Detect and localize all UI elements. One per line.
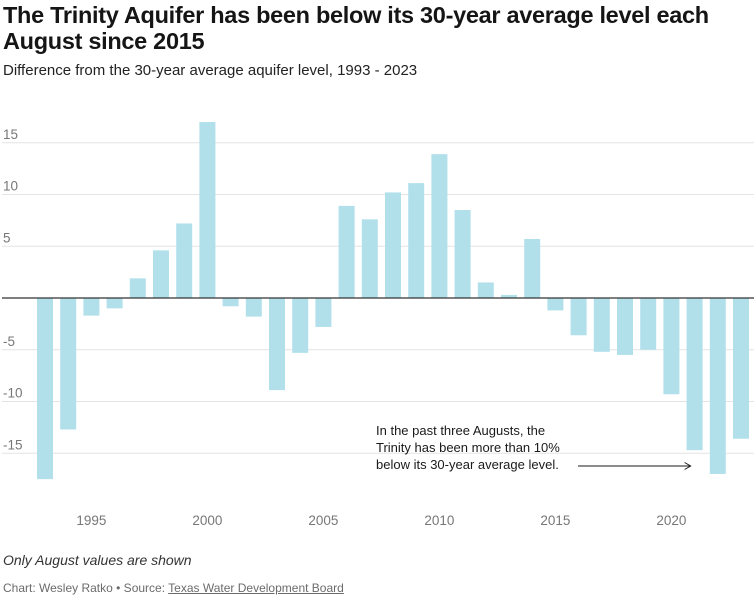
bar-2007 [361, 219, 378, 298]
bar-2003 [269, 298, 285, 391]
gridlines [2, 142, 754, 454]
chart-subtitle: Difference from the 30-year average aqui… [3, 62, 418, 79]
bar-2006 [338, 205, 355, 298]
axes: 15 10 5 -5 -10 -15 1995 2000 2005 2010 2015 2020 [2, 127, 754, 528]
annotation-line: below its 30-year average level. [376, 457, 559, 472]
bar-2002 [245, 298, 262, 317]
annotation-arrowhead [684, 462, 692, 470]
bar-2023 [733, 298, 749, 439]
bar-2018 [617, 298, 633, 355]
bar-2000 [199, 122, 216, 298]
x-tick-label: 2000 [192, 513, 222, 528]
x-tick-label: 2020 [656, 513, 686, 528]
bar-2008 [385, 192, 401, 298]
chart-title: The Trinity Aquifer has been below its 3… [3, 2, 709, 54]
bar-2022 [709, 298, 726, 474]
credit-line: Chart: Wesley Ratko • Source: Texas Wate… [3, 581, 344, 595]
bar-1999 [176, 223, 193, 298]
bar-2011 [454, 210, 471, 298]
y-tick-label: -15 [3, 437, 23, 452]
x-tick-label: 1995 [76, 513, 106, 528]
y-tick-label: 10 [3, 179, 18, 194]
annotation: In the past three Augusts, the Trinity ha… [376, 423, 692, 472]
bar-2010 [431, 154, 448, 298]
bar-2005 [315, 298, 332, 327]
y-tick-label: -10 [3, 386, 23, 401]
y-tick-label: 15 [3, 127, 18, 142]
bar-2021 [686, 298, 703, 451]
bar-2014 [524, 239, 541, 298]
y-tick-label: -5 [3, 334, 15, 349]
annotation-line: Trinity has been more than 10% [376, 440, 560, 455]
bar-2020 [663, 298, 680, 395]
bar-1997 [129, 278, 146, 298]
bar-2009 [408, 183, 425, 298]
x-tick-label: 2015 [540, 513, 570, 528]
bar-1996 [106, 298, 123, 309]
x-tick-label: 2005 [308, 513, 338, 528]
bar-2013 [501, 294, 517, 298]
credit-prefix: Chart: Wesley Ratko • Source: [3, 581, 169, 595]
x-tick-label: 2010 [424, 513, 454, 528]
bars [37, 122, 749, 480]
bar-1994 [60, 298, 77, 430]
bar-1998 [153, 250, 169, 298]
y-tick-label: 5 [3, 230, 11, 245]
bar-2016 [570, 298, 587, 336]
bar-1993 [37, 298, 53, 480]
bar-2001 [222, 298, 239, 307]
bar-2015 [547, 298, 564, 311]
bar-2017 [593, 298, 610, 352]
annotation-line: In the past three Augusts, the [376, 423, 545, 438]
bar-2012 [477, 282, 494, 298]
bar-2004 [292, 298, 309, 353]
bar-2019 [640, 298, 657, 350]
bar-1995 [83, 298, 100, 316]
footnote: Only August values are shown [3, 552, 192, 568]
source-link[interactable]: Texas Water Development Board [168, 581, 344, 595]
